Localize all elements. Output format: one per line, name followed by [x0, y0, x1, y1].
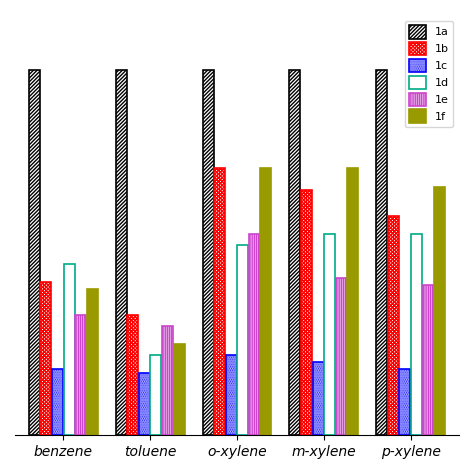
Bar [388, 216, 399, 435]
Bar [434, 187, 445, 435]
Bar [29, 70, 40, 435]
Bar [312, 362, 324, 435]
Bar [237, 245, 248, 435]
Bar [52, 370, 63, 435]
Bar [116, 70, 127, 435]
Bar [411, 234, 422, 435]
Bar [202, 70, 214, 435]
Bar [139, 373, 150, 435]
Bar [214, 168, 225, 435]
Bar [336, 278, 347, 435]
Bar [290, 70, 301, 435]
Bar [173, 344, 184, 435]
Bar [162, 326, 173, 435]
Bar [150, 355, 162, 435]
Bar [376, 70, 387, 435]
Bar [423, 285, 434, 435]
Legend: 1a, 1b, 1c, 1d, 1e, 1f: 1a, 1b, 1c, 1d, 1e, 1f [405, 20, 454, 128]
Bar [324, 234, 335, 435]
Bar [249, 234, 260, 435]
Bar [87, 289, 98, 435]
Bar [301, 191, 312, 435]
Bar [127, 315, 138, 435]
Bar [40, 282, 51, 435]
Bar [400, 370, 410, 435]
Bar [75, 315, 86, 435]
Bar [64, 264, 74, 435]
Bar [226, 355, 237, 435]
Bar [260, 168, 272, 435]
Bar [347, 168, 358, 435]
